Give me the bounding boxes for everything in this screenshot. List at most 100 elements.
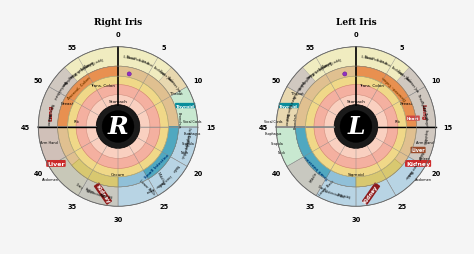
Text: Throat: Throat [291,92,303,96]
Text: Vocal Cords: Vocal Cords [183,120,202,124]
Text: 30: 30 [113,216,123,222]
Text: T. Lumbago: T. Lumbago [300,71,313,85]
Text: Sigmoid: Sigmoid [347,172,365,176]
Text: Kidney: Kidney [363,184,379,204]
Wedge shape [386,58,425,97]
Text: Bronchials: Bronchials [290,85,301,99]
Circle shape [314,85,398,169]
Wedge shape [58,67,118,127]
Text: Abdominal Wall: Abdominal Wall [86,188,107,199]
Text: Abdomen: Abdomen [42,177,59,181]
Text: Nose: Nose [166,76,174,84]
Wedge shape [49,58,88,97]
Wedge shape [38,127,66,167]
Text: Sinus: Sinus [60,79,67,87]
Wedge shape [148,58,187,97]
Text: Lung: Lung [420,104,425,120]
Text: 15: 15 [444,124,453,130]
Text: T. Lumbago: T. Lumbago [316,59,332,70]
Wedge shape [118,47,172,82]
Text: 35: 35 [67,204,76,210]
Text: Ovary: Ovary [317,184,326,191]
Circle shape [58,67,179,187]
Text: Leg: Leg [346,194,351,199]
Text: Throat: Throat [416,94,424,104]
Circle shape [38,47,198,207]
Text: Vocal Cords: Vocal Cords [421,104,428,121]
Text: R: R [108,115,128,139]
Circle shape [343,73,347,77]
Text: 40: 40 [34,170,43,176]
Text: 30: 30 [351,216,361,222]
Text: Arm Hand: Arm Hand [46,105,53,120]
Text: Trans. Colon: Trans. Colon [358,84,383,88]
Text: Blood Pressure: Blood Pressure [364,55,384,64]
Text: Leg: Leg [108,194,113,199]
Text: Neck: Neck [180,150,188,154]
Wedge shape [78,47,118,75]
Text: Right Iris: Right Iris [94,18,142,27]
Text: Upper Lumbago: Upper Lumbago [320,56,342,68]
Text: Upper Lumbago: Upper Lumbago [82,56,104,68]
Text: Vagina: Vagina [145,185,155,193]
Text: Rib: Rib [73,119,79,123]
Circle shape [295,67,416,187]
Text: Lung: Lung [49,104,54,120]
Text: Thyroid: Thyroid [279,104,298,108]
Text: 50: 50 [272,78,281,84]
Circle shape [76,85,160,169]
Text: Arm Hand: Arm Hand [416,140,434,144]
Text: Heart: Heart [407,117,419,121]
Wedge shape [118,47,158,75]
Text: Periton: Periton [84,187,95,195]
Text: Bronchus: Bronchus [176,112,181,129]
Text: Small Intestine: Small Intestine [144,153,170,179]
Wedge shape [295,127,356,187]
Text: Upper Jaw: Upper Jaw [158,69,172,82]
Text: 5: 5 [162,44,166,50]
Wedge shape [356,67,416,127]
Text: Middle: Middle [171,163,179,173]
Text: T. Lumbago: T. Lumbago [78,59,94,70]
Text: Sinus: Sinus [383,61,392,68]
Text: Neck: Neck [422,138,427,145]
Wedge shape [49,157,88,196]
Wedge shape [276,87,304,127]
Text: Throat: Throat [171,92,183,96]
Text: Breast: Breast [52,90,59,100]
Wedge shape [316,179,356,207]
Wedge shape [356,47,396,75]
Wedge shape [118,179,158,207]
Text: S. Stress: S. Stress [123,55,135,61]
Text: Scapula: Scapula [271,142,284,146]
Text: Bladder: Bladder [154,179,164,188]
Wedge shape [408,87,436,127]
Circle shape [324,95,388,159]
Text: 0: 0 [116,32,120,38]
Text: Ascend. Colon: Ascend. Colon [66,76,91,100]
Wedge shape [148,157,187,196]
Text: Spleen: Spleen [419,157,431,161]
Text: Middle: Middle [155,171,164,183]
Text: Scapula: Scapula [181,143,188,154]
Text: Stomach: Stomach [109,100,128,104]
Text: Periton: Periton [336,192,346,198]
Text: Neck: Neck [179,151,185,159]
Wedge shape [64,47,118,82]
Text: Bladder: Bladder [403,168,413,179]
Text: Neck: Neck [277,150,285,154]
Text: 0: 0 [354,32,358,38]
Text: Lower Back: Lower Back [139,179,156,196]
Text: Rib: Rib [49,103,54,108]
Text: Lower Back: Lower Back [318,179,335,196]
Wedge shape [356,179,396,207]
Text: 25: 25 [398,204,407,210]
Text: 45: 45 [21,124,30,130]
Text: Knee: Knee [100,193,107,198]
Text: Lower Back: Lower Back [406,161,419,176]
Text: Bronchus: Bronchus [293,112,298,129]
Text: Rib: Rib [287,103,292,108]
Text: Lower Back: Lower Back [158,172,172,186]
Text: Arm Hand: Arm Hand [284,105,291,120]
Text: 10: 10 [431,78,440,84]
